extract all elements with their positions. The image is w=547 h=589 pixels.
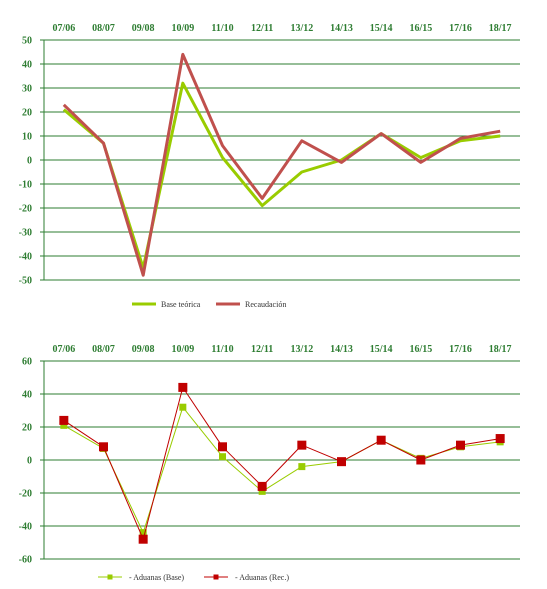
x-tick-label: 16/15 <box>409 23 432 34</box>
y-tick-label: 20 <box>22 423 32 434</box>
y-tick-label: 60 <box>22 357 32 368</box>
legend-marker <box>213 574 219 580</box>
series-line <box>63 406 501 534</box>
data-point <box>337 457 346 467</box>
x-tick-label: 15/14 <box>370 23 393 34</box>
chart-top: 50 40 30 20 10 0 -10 -20 -30 -40 -50 07/06 08/07 09/0… <box>19 23 520 309</box>
x-tick-label: 15/14 <box>370 344 393 355</box>
x-tick-label: 18/17 <box>489 23 512 34</box>
x-tick-label: 12/11 <box>251 23 273 34</box>
y-tick-label: 10 <box>22 132 32 143</box>
data-point <box>376 435 386 445</box>
y-tick-label: -20 <box>19 489 32 500</box>
x-tick-label: 12/11 <box>251 344 273 355</box>
data-point <box>298 463 306 471</box>
y-tick-label: 0 <box>27 456 32 467</box>
legend-label: Base teórica <box>161 300 201 309</box>
data-point <box>218 442 227 452</box>
y-tick-label: 30 <box>22 84 32 95</box>
data-point <box>456 440 465 450</box>
x-tick-label: 17/16 <box>449 23 472 34</box>
data-point <box>219 453 226 461</box>
x-tick-label: 07/06 <box>52 23 75 34</box>
series-line <box>63 386 501 540</box>
data-point <box>139 529 147 537</box>
y-tick-label: -60 <box>19 555 32 566</box>
y-tick-label: -40 <box>19 252 32 263</box>
y-tick-label: 20 <box>22 108 32 119</box>
x-tick-label: 10/09 <box>171 344 194 355</box>
x-tick-label: 13/12 <box>290 23 313 34</box>
chart-bottom: 60 40 20 0 -20 -40 -60 07/06 08/07 09/08 10/09 11/1… <box>19 344 520 582</box>
y-tick-label: -40 <box>19 522 32 533</box>
series-line <box>62 81 501 270</box>
series-line <box>62 52 501 277</box>
y-tick-label: 0 <box>27 156 32 167</box>
y-tick-label: 40 <box>22 60 32 71</box>
data-point <box>99 442 108 452</box>
y-tick-label: -30 <box>19 228 32 239</box>
x-tick-label: 09/08 <box>132 344 155 355</box>
x-tick-label: 09/08 <box>132 23 155 34</box>
x-tick-label: 07/06 <box>52 344 75 355</box>
x-tick-label: 11/10 <box>211 23 233 34</box>
y-tick-label: 40 <box>22 390 32 401</box>
y-tick-label: -20 <box>19 204 32 215</box>
x-tick-label: 08/07 <box>92 344 115 355</box>
x-tick-label: 14/13 <box>330 23 353 34</box>
legend-label: - Aduanas (Rec.) <box>235 573 289 582</box>
x-tick-label: 11/10 <box>211 344 233 355</box>
data-point <box>179 403 187 411</box>
x-tick-label: 13/12 <box>290 344 313 355</box>
data-point <box>138 534 148 544</box>
y-tick-label: -50 <box>19 276 32 287</box>
data-point <box>258 487 266 495</box>
data-point <box>257 481 267 491</box>
x-tick-label: 16/15 <box>409 344 432 355</box>
data-point <box>178 382 188 392</box>
y-tick-label: -10 <box>19 180 32 191</box>
x-tick-label: 17/16 <box>449 344 472 355</box>
data-point <box>416 455 426 465</box>
x-tick-label: 14/13 <box>330 344 353 355</box>
x-tick-label: 10/09 <box>171 23 194 34</box>
legend-label: - Aduanas (Base) <box>129 573 184 582</box>
x-tick-label: 18/17 <box>489 344 512 355</box>
legend-label: Recaudación <box>245 300 286 309</box>
data-point <box>60 421 68 429</box>
x-tick-label: 08/07 <box>92 23 115 34</box>
data-point <box>297 440 307 450</box>
data-point <box>495 434 505 444</box>
y-tick-label: 50 <box>22 36 32 47</box>
data-point <box>59 415 69 425</box>
legend-marker <box>107 574 113 580</box>
